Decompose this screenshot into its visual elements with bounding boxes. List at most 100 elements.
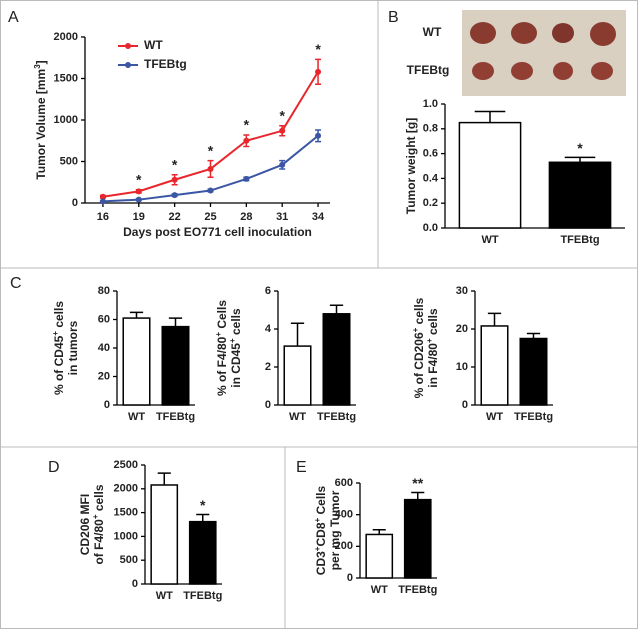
- tumor: [511, 62, 533, 80]
- tumor: [470, 22, 496, 44]
- error-bar: [487, 312, 502, 326]
- significance-annotation: *: [315, 41, 321, 57]
- y-axis-label-superscript: 3: [33, 64, 42, 69]
- point: [243, 175, 250, 182]
- y-tick-label: 1500: [114, 507, 138, 519]
- legend-marker: [125, 43, 131, 49]
- point: [315, 68, 322, 75]
- x-tick-label: TFEBtg: [317, 411, 356, 423]
- bar: [365, 533, 394, 579]
- point: [315, 132, 322, 139]
- panel-letter: B: [388, 9, 399, 26]
- y-axis-label: in F4/80+ cells: [425, 308, 441, 388]
- error-bar: [329, 304, 344, 314]
- tumor: [553, 62, 573, 80]
- y-tick-label: 10: [456, 361, 468, 373]
- y-tick-label: 2000: [54, 31, 78, 43]
- y-axis-label: % of CD45+ cells: [51, 301, 67, 395]
- tumor: [552, 23, 574, 43]
- panel-letter: E: [296, 459, 307, 476]
- x-tick-label: 22: [169, 211, 181, 223]
- y-axis-label: of F4/80+ cells: [91, 484, 107, 564]
- tumor: [472, 62, 494, 80]
- significance-annotation: *: [136, 171, 142, 187]
- y-axis-label-part: of F4/80: [92, 519, 106, 565]
- y-axis-label-superscript: +: [228, 338, 237, 343]
- y-axis-label-part: Tumor Volume [mm: [34, 69, 48, 180]
- image-label: TFEBtg: [407, 63, 450, 77]
- error-bar: [526, 332, 541, 339]
- x-tick-label: WT: [128, 411, 145, 423]
- tumor-photo: [462, 10, 626, 96]
- y-axis-label-superscript: +: [425, 338, 434, 343]
- x-tick-label: TFEBtg: [183, 590, 222, 602]
- bar: [519, 337, 548, 406]
- bar: [548, 161, 612, 229]
- y-axis-label-superscript: +: [313, 517, 322, 522]
- y-axis-label-part: in CD45: [229, 343, 243, 388]
- significance-annotation: *: [279, 108, 285, 124]
- tumor: [511, 22, 537, 44]
- y-tick-label: 1000: [54, 114, 78, 126]
- x-tick-label: 19: [133, 211, 145, 223]
- y-axis-label-part: per mg Tumor: [328, 490, 342, 570]
- x-tick-label: WT: [156, 590, 173, 602]
- y-tick-label: 0.0: [423, 222, 438, 234]
- x-axis-label: Days post EO771 cell inoculation: [123, 225, 312, 239]
- y-axis-label-part: Cells: [314, 485, 328, 517]
- y-axis-label-part: % of F4/80: [215, 336, 229, 396]
- y-tick-label: 1500: [54, 72, 78, 84]
- y-axis-label-part: cells: [92, 484, 106, 514]
- y-tick-label: 20: [98, 370, 110, 382]
- y-axis-label-part: ]: [34, 60, 48, 64]
- y-axis-label: % of F4/80+ Cells: [214, 300, 230, 396]
- y-axis-label-part: cells: [229, 308, 243, 338]
- y-axis-label-part: cells: [412, 297, 426, 327]
- y-axis-label-part: Cells: [215, 300, 229, 332]
- y-tick-label: 1000: [114, 530, 138, 542]
- point: [171, 192, 178, 199]
- significance-annotation: *: [208, 142, 214, 158]
- y-tick-label: 40: [98, 342, 110, 354]
- y-tick-label: 2000: [114, 483, 138, 495]
- significance-annotation: *: [244, 117, 250, 133]
- significance-annotation: **: [412, 475, 423, 491]
- y-axis-label: Tumor weight [g]: [404, 118, 418, 214]
- error-bar: [411, 491, 425, 500]
- y-tick-label: 500: [120, 554, 138, 566]
- bar: [283, 345, 312, 406]
- panel-letter: C: [10, 275, 22, 292]
- y-axis-label: in CD45+ cells: [228, 308, 244, 388]
- error-bar: [129, 311, 144, 319]
- y-axis-label: CD3+CD8+ Cells: [313, 485, 329, 575]
- point: [135, 188, 142, 195]
- x-tick-label: WT: [371, 584, 388, 596]
- point: [207, 187, 214, 194]
- point: [207, 165, 214, 172]
- error-bar: [157, 472, 171, 485]
- y-tick-label: 200: [335, 540, 353, 552]
- y-tick-label: 30: [456, 285, 468, 297]
- y-tick-label: 2500: [114, 459, 138, 471]
- y-tick-label: 20: [456, 323, 468, 335]
- y-tick-label: 4: [265, 323, 272, 335]
- y-tick-label: 0.6: [423, 148, 438, 160]
- point: [279, 161, 286, 168]
- bar: [403, 498, 432, 579]
- y-axis-label-part: % of CD206: [412, 332, 426, 398]
- error-bar: [196, 513, 210, 522]
- panel-letter: A: [8, 9, 19, 26]
- x-tick-label: TFEBtg: [560, 234, 599, 246]
- bar: [322, 313, 351, 406]
- y-tick-label: 500: [60, 155, 78, 167]
- y-tick-label: 400: [335, 509, 353, 521]
- error-bar: [564, 156, 596, 163]
- x-tick-label: 28: [240, 211, 252, 223]
- y-tick-label: 80: [98, 285, 110, 297]
- point: [171, 176, 178, 183]
- bar: [480, 325, 509, 406]
- y-axis-label-superscript: +: [411, 327, 420, 332]
- bar: [122, 317, 151, 406]
- y-axis-label-part: cells: [52, 301, 66, 331]
- significance-annotation: *: [172, 156, 178, 172]
